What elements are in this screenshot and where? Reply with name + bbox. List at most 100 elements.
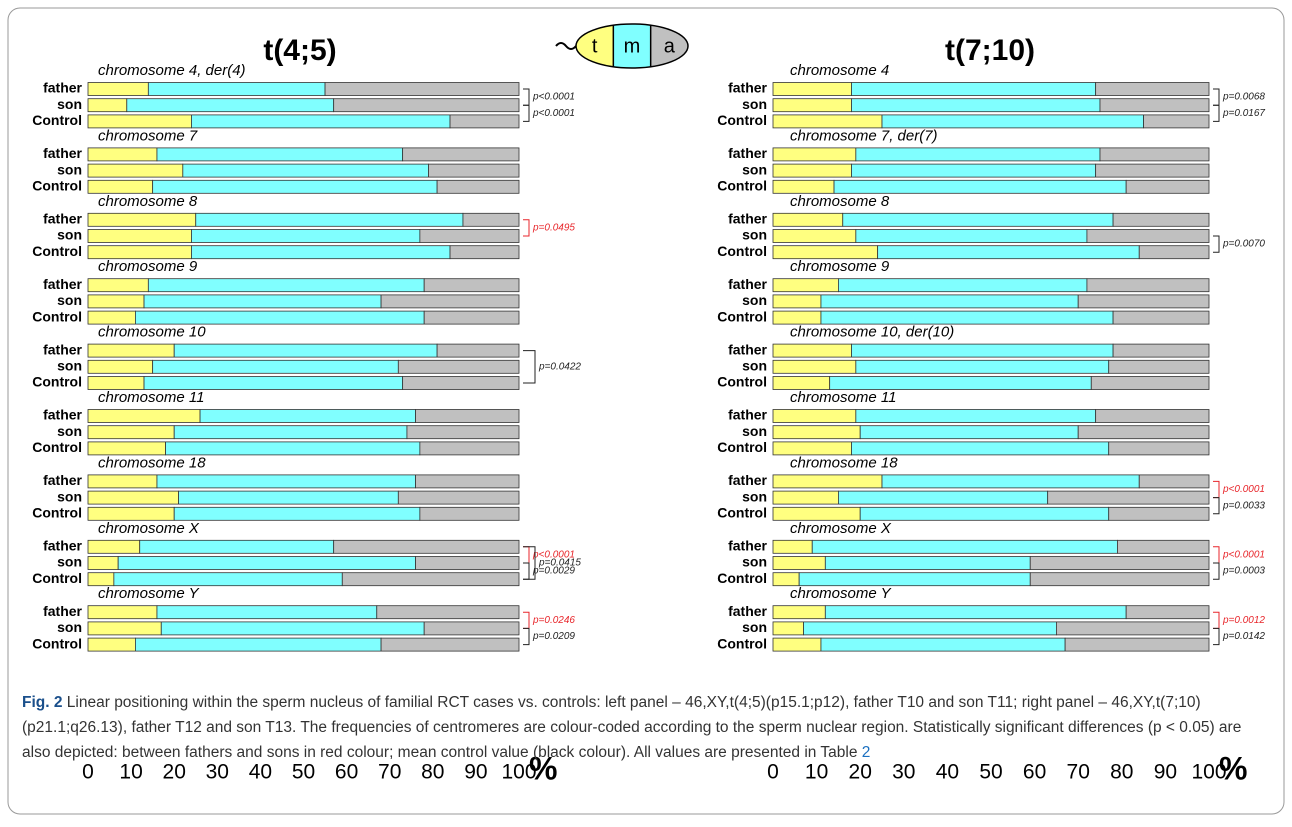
bar-segment: [773, 246, 878, 259]
group-title: chromosome 9: [98, 258, 198, 275]
bar-segment: [148, 279, 424, 292]
bar-segment: [1113, 213, 1209, 226]
bar-segment: [838, 279, 1087, 292]
bar-segment: [416, 557, 519, 570]
bar-segment: [1096, 164, 1209, 177]
group-title: chromosome 11: [98, 389, 204, 406]
group-title: chromosome 7, der(7): [790, 127, 938, 144]
bar-segment: [191, 230, 419, 243]
bar-segment: [1113, 344, 1209, 357]
bar-segment: [191, 115, 450, 128]
bar-segment: [1126, 180, 1209, 193]
p-value: p=0.0167: [1222, 108, 1265, 119]
bar-segment: [407, 426, 519, 439]
bar-segment: [424, 622, 519, 635]
caption-ref: 2: [862, 744, 871, 761]
category-label: father: [43, 472, 82, 488]
bar-segment: [183, 164, 429, 177]
category-label: Control: [32, 635, 82, 651]
bar-segment: [851, 83, 1095, 96]
legend-label: a: [664, 35, 676, 57]
bar-segment: [463, 213, 519, 226]
bar-segment: [773, 360, 856, 373]
bar-segment: [773, 507, 860, 520]
bar-segment: [1087, 230, 1209, 243]
bar-segment: [856, 148, 1100, 161]
group-title: chromosome 9: [790, 258, 890, 275]
category-label: Control: [717, 308, 767, 324]
bar-segment: [1109, 360, 1209, 373]
category-label: Control: [32, 439, 82, 455]
bar-segment: [450, 246, 519, 259]
bar-segment: [174, 507, 420, 520]
bar-segment: [1078, 295, 1209, 308]
bar-segment: [773, 344, 851, 357]
bar-segment: [851, 344, 1113, 357]
bar-segment: [856, 410, 1096, 423]
category-label: Control: [717, 635, 767, 651]
category-label: father: [43, 80, 82, 96]
category-label: father: [728, 211, 767, 227]
bar-segment: [860, 426, 1078, 439]
bar-segment: [1091, 377, 1209, 390]
bar-segment: [334, 540, 519, 553]
category-label: Control: [717, 112, 767, 128]
bar-segment: [200, 410, 416, 423]
bar-segment: [88, 491, 179, 504]
significance-bracket: [523, 105, 529, 121]
bar-segment: [1139, 246, 1209, 259]
panel-title: t(7;10): [945, 34, 1035, 67]
bar-segment: [88, 410, 200, 423]
bar-segment: [191, 246, 450, 259]
bar-segment: [88, 606, 157, 619]
significance-bracket: [1213, 498, 1219, 514]
bar-segment: [144, 295, 381, 308]
bar-segment: [437, 344, 519, 357]
bar-segment: [88, 360, 153, 373]
p-value: p<0.0001: [532, 92, 575, 103]
bar-segment: [821, 311, 1113, 324]
group-title: chromosome 18: [790, 454, 898, 471]
bar-segment: [166, 442, 420, 455]
category-label: son: [742, 358, 767, 374]
category-label: Control: [32, 308, 82, 324]
bar-segment: [140, 540, 334, 553]
significance-bracket: [1213, 563, 1219, 579]
bar-segment: [773, 475, 882, 488]
bar-segment: [157, 606, 377, 619]
bar-segment: [135, 638, 381, 651]
category-label: son: [57, 161, 82, 177]
figure: tma t(4;5)chromosome 4, der(4)fathersonC…: [0, 0, 1292, 822]
category-label: father: [728, 276, 767, 292]
bar-segment: [88, 557, 118, 570]
bar-segment: [118, 557, 415, 570]
bar-segment: [830, 377, 1092, 390]
group-title: chromosome X: [790, 520, 892, 537]
significance-bracket: [523, 547, 529, 563]
bar-segment: [424, 279, 519, 292]
group-title: chromosome 4, der(4): [98, 62, 246, 79]
bar-segment: [882, 115, 1144, 128]
p-value: p<0.0001: [532, 108, 575, 119]
significance-bracket: [523, 563, 529, 579]
bar-segment: [799, 573, 1030, 586]
bar-segment: [825, 606, 1126, 619]
bar-segment: [773, 377, 830, 390]
bar-segment: [174, 344, 437, 357]
bar-segment: [1113, 311, 1209, 324]
bar-segment: [773, 638, 821, 651]
bar-segment: [851, 442, 1108, 455]
group-title: chromosome 7: [98, 127, 198, 144]
bar-segment: [88, 295, 144, 308]
bar-segment: [773, 426, 860, 439]
category-label: Control: [717, 505, 767, 521]
bar-segment: [821, 295, 1078, 308]
category-label: Control: [32, 374, 82, 390]
caption-label: Fig. 2: [22, 694, 62, 711]
bar-segment: [773, 442, 851, 455]
bar-segment: [398, 491, 519, 504]
bar-segment: [161, 622, 424, 635]
bar-segment: [88, 311, 135, 324]
category-label: son: [742, 161, 767, 177]
